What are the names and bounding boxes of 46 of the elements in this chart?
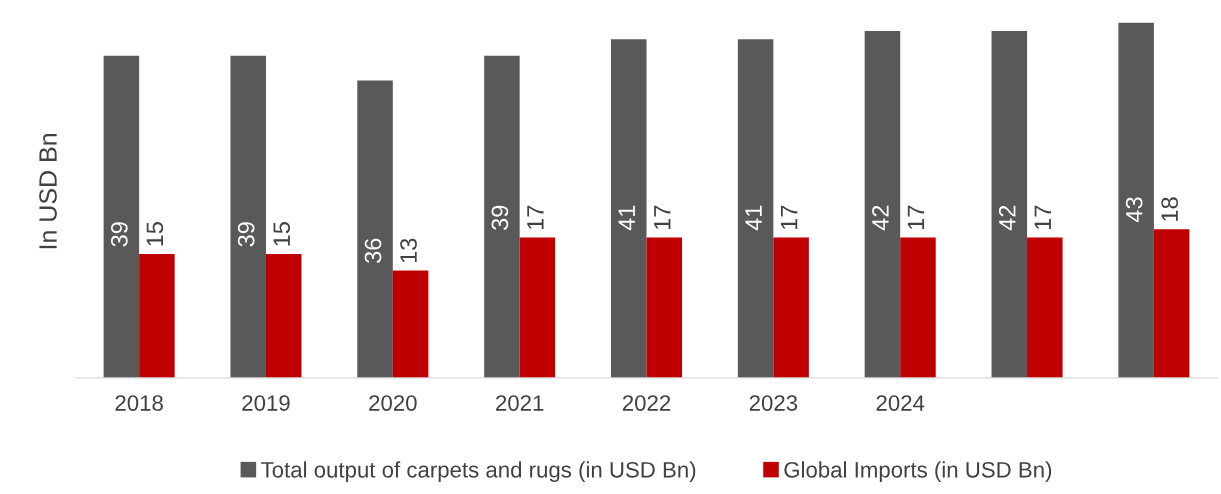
bar xyxy=(357,80,393,378)
x-tick-label: 2023 xyxy=(749,395,798,411)
bar xyxy=(737,39,774,378)
x-tick-label: 2022 xyxy=(622,395,671,411)
data-label: 42 xyxy=(872,205,889,231)
bar xyxy=(265,254,302,378)
data-label: 15 xyxy=(146,222,164,246)
legend-label: Total output of carpets and rugs (in USD Bn) xyxy=(261,461,696,483)
bar xyxy=(139,254,175,378)
data-label: 18 xyxy=(1161,197,1179,221)
x-tick-label: 2021 xyxy=(496,395,544,411)
x-tick-label: 2018 xyxy=(115,395,163,411)
bar xyxy=(519,237,556,378)
bar xyxy=(611,39,647,378)
y-axis-title: In USD Bn xyxy=(39,134,57,249)
legend-label: Global Imports (in USD Bn) xyxy=(784,461,1052,483)
x-tick-label: 2020 xyxy=(369,395,417,411)
bar xyxy=(646,237,683,378)
data-label: 15 xyxy=(273,222,291,246)
x-tick-label: 2024 xyxy=(876,395,925,411)
data-label: 39 xyxy=(110,222,128,247)
data-label: 17 xyxy=(1034,205,1051,230)
data-label: 17 xyxy=(780,205,798,230)
data-label: 41 xyxy=(745,205,762,231)
data-label: 17 xyxy=(527,205,544,230)
data-label: 43 xyxy=(1125,197,1143,223)
bar xyxy=(484,55,520,378)
data-label: 36 xyxy=(364,238,382,264)
data-label: 39 xyxy=(237,222,255,247)
data-label: 41 xyxy=(618,205,635,231)
bar xyxy=(392,270,429,378)
data-label: 17 xyxy=(654,205,671,230)
bar xyxy=(1027,237,1063,378)
x-tick-label: 2019 xyxy=(242,395,290,411)
bar xyxy=(103,55,140,378)
bar xyxy=(773,237,809,378)
bar xyxy=(991,30,1028,378)
bar xyxy=(900,237,936,378)
bar xyxy=(230,55,266,378)
bar xyxy=(1118,22,1154,378)
data-label: 42 xyxy=(998,205,1016,231)
bar xyxy=(864,30,901,378)
bar xyxy=(1153,229,1190,378)
data-label: 39 xyxy=(491,205,509,230)
data-label: 17 xyxy=(907,205,925,230)
data-label: 13 xyxy=(400,238,417,263)
